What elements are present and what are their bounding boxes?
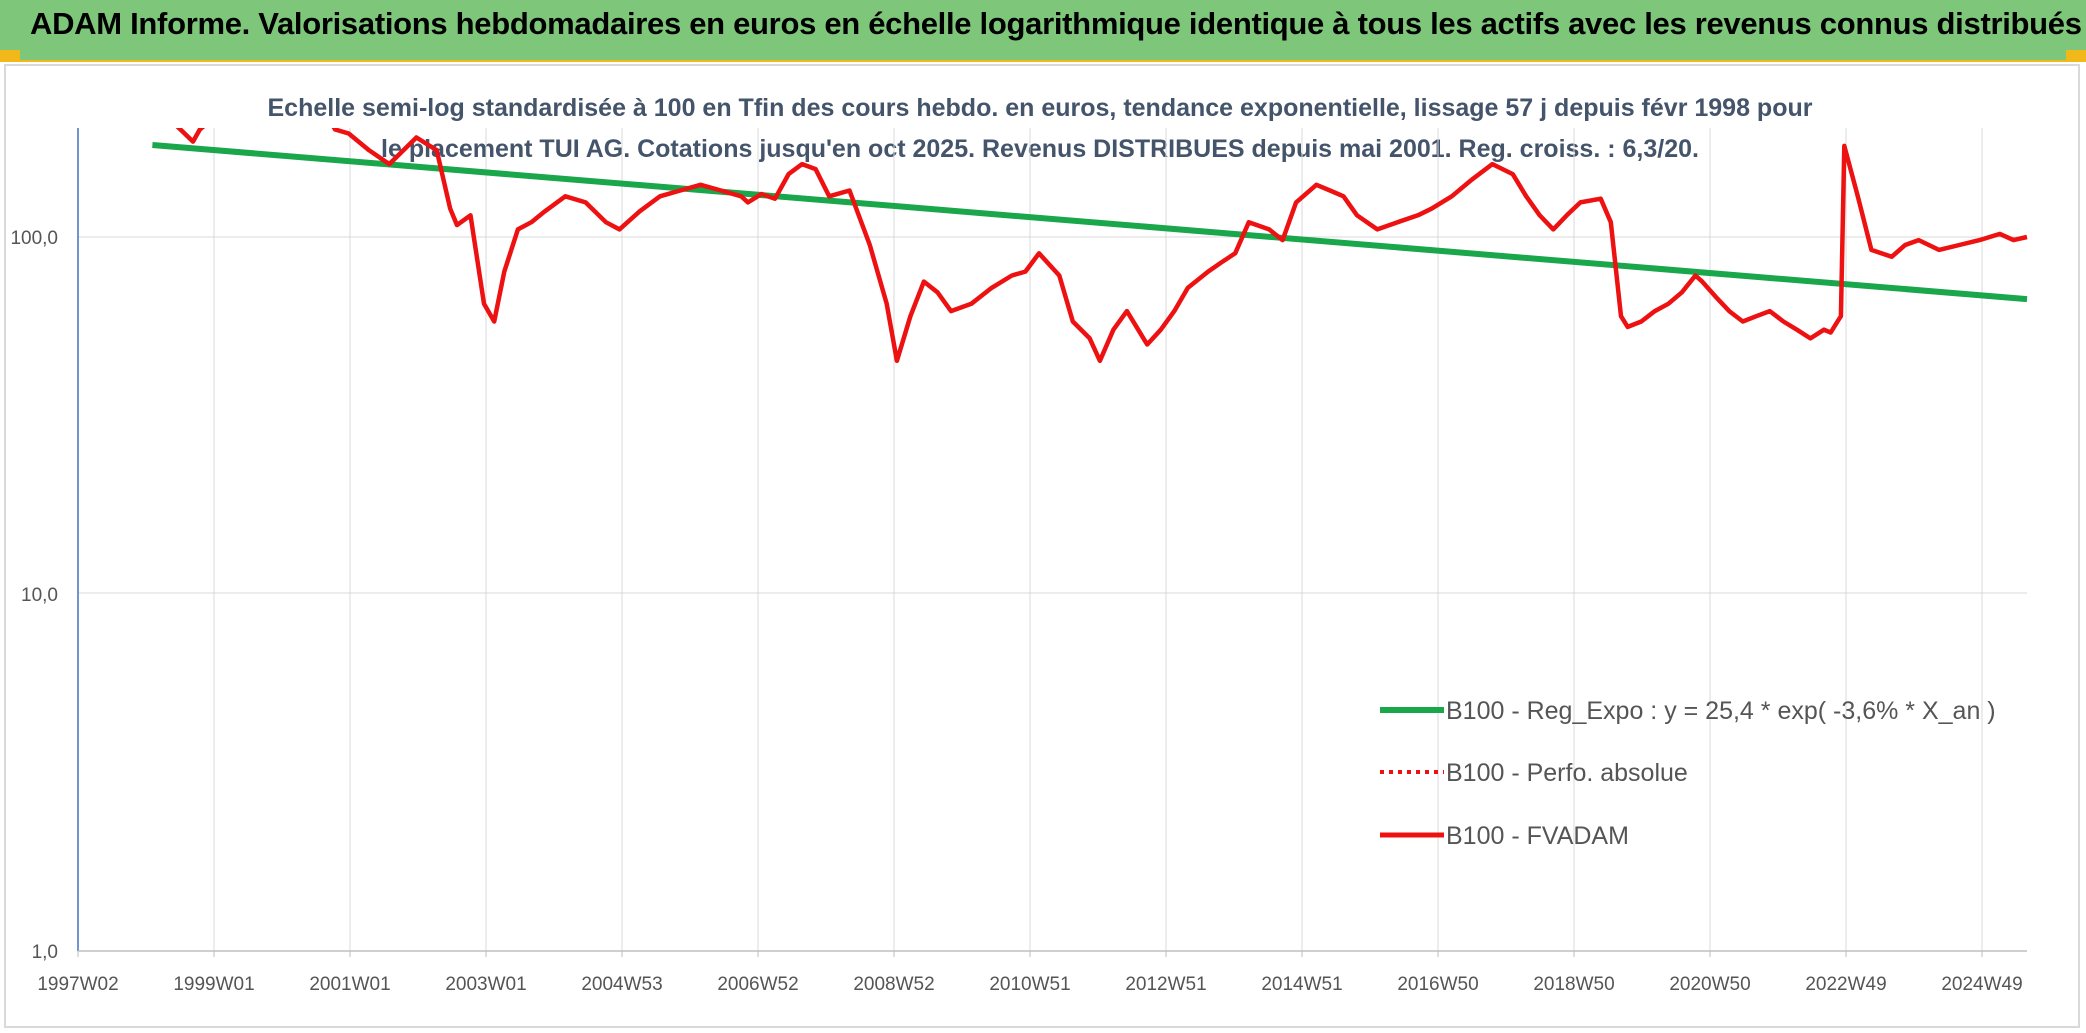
x-tick-label: 2016W50 xyxy=(1397,974,1478,995)
left-corner-accent xyxy=(0,50,20,62)
x-tick-label: 2022W49 xyxy=(1805,974,1886,995)
x-tick-label: 2014W51 xyxy=(1261,974,1342,995)
regression-line xyxy=(152,142,2028,303)
x-tick-label: 2018W50 xyxy=(1533,974,1614,995)
banner-title: ADAM Informe. Valorisations hebdomadaire… xyxy=(30,6,2082,41)
fvadam-line xyxy=(175,128,2028,364)
x-tick-label: 1997W02 xyxy=(37,974,118,995)
x-tick-label: 2004W53 xyxy=(581,974,662,995)
legend-label: B100 - Reg_Expo : y = 25,4 * exp( -3,6% … xyxy=(1446,697,1996,725)
chart-frame xyxy=(4,64,2080,1028)
legend-label: B100 - Perfo. absolue xyxy=(1446,759,1688,787)
y-tick-label: 100,0 xyxy=(10,228,58,249)
x-tick-label: 2024W49 xyxy=(1941,974,2022,995)
right-corner-accent xyxy=(2066,50,2086,62)
x-tick-label: 2020W50 xyxy=(1669,974,1750,995)
x-tick-label: 2010W51 xyxy=(989,974,1070,995)
y-tick-label: 1,0 xyxy=(32,942,58,963)
chart-title: Echelle semi-log standardisée à 100 en T… xyxy=(267,94,1813,163)
report-banner: ADAM Informe. Valorisations hebdomadaire… xyxy=(0,0,2086,62)
x-tick-label: 2001W01 xyxy=(309,974,390,995)
x-tick-label: 2012W51 xyxy=(1125,974,1206,995)
y-tick-label: 10,0 xyxy=(21,585,58,606)
x-tick-label: 2006W52 xyxy=(717,974,798,995)
x-tick-label: 2003W01 xyxy=(445,974,526,995)
legend-label: B100 - FVADAM xyxy=(1446,822,1629,850)
x-tick-label: 1999W01 xyxy=(173,974,254,995)
x-tick-label: 2008W52 xyxy=(853,974,934,995)
